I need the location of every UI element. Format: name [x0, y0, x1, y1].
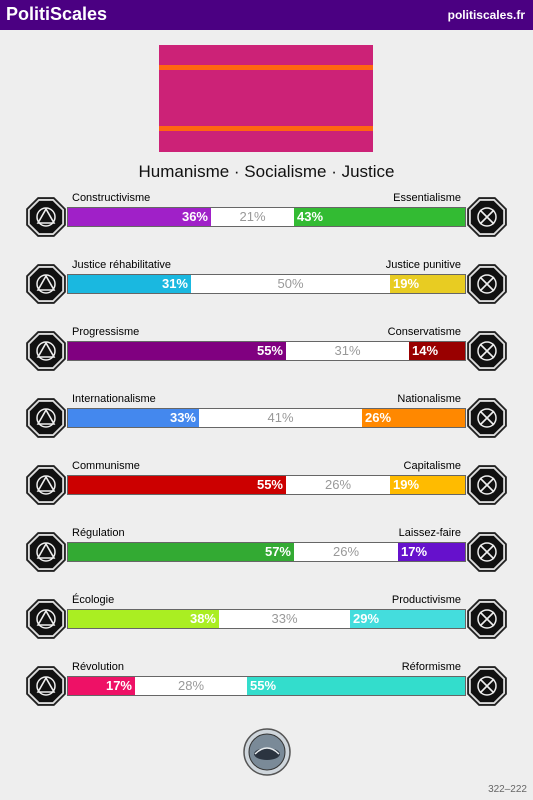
axis-right-label: Réformisme — [401, 661, 461, 673]
factory-icon — [467, 599, 507, 639]
axis-left-segment: 33% — [68, 409, 199, 427]
axis-middle-segment: 41% — [267, 410, 294, 425]
axis-bar: 31% 50% 19% — [67, 274, 466, 294]
axis-right-segment: 14% — [409, 342, 465, 360]
axis-right-label: Conservatisme — [387, 326, 461, 338]
axis-middle-segment: 50% — [277, 276, 304, 291]
result-code: 322–222 — [488, 784, 527, 795]
axis-left-label: Régulation — [72, 527, 125, 539]
axis-right-label: Justice punitive — [385, 259, 461, 271]
flag-icon — [467, 398, 507, 438]
axis-row: Justice réhabilitative Justice punitive 31… — [0, 259, 533, 314]
axis-left-label: Justice réhabilitative — [72, 259, 172, 271]
brand-title[interactable]: PolitiScales — [6, 4, 108, 24]
axis-middle-segment: 21% — [239, 209, 266, 224]
axis-middle-segment: 28% — [177, 678, 205, 693]
axis-row: Révolution Réformisme 17% 28% 55% — [0, 661, 533, 716]
axis-right-segment: 29% — [350, 610, 465, 628]
axis-bar: 55% 31% 14% — [67, 341, 466, 361]
axis-left-label: Révolution — [72, 661, 124, 673]
axis-left-label: Constructivisme — [72, 192, 151, 204]
reformism-icon — [467, 666, 507, 706]
axis-left-segment: 17% — [68, 677, 135, 695]
axis-bar: 33% 41% 26% — [67, 408, 466, 428]
axis-row: Internationalisme Nationalisme 33% 41% 26% — [0, 393, 533, 448]
axis-left-segment: 31% — [68, 275, 191, 293]
axis-bar: 17% 28% 55% — [67, 676, 466, 696]
site-link[interactable]: politiscales.fr — [447, 8, 525, 22]
axis-left-label: Communisme — [72, 460, 140, 472]
axis-middle-segment: 31% — [334, 343, 361, 358]
axis-bar: 38% 33% 29% — [67, 609, 466, 629]
axis-left-label: Progressisme — [72, 326, 140, 338]
globe-icon — [26, 398, 66, 438]
axis-right-segment: 19% — [390, 275, 465, 293]
conservatism-icon — [467, 331, 507, 371]
ecology-icon — [26, 599, 66, 639]
axis-left-label: Écologie — [72, 594, 115, 606]
axis-row: Régulation Laissez-faire 57% 26% 17% — [0, 527, 533, 582]
axis-middle-segment: 26% — [324, 477, 352, 492]
regulation-icon — [26, 532, 66, 572]
flag-stripe-top — [159, 65, 373, 70]
revolution-icon — [26, 666, 66, 706]
axis-bar: 55% 26% 19% — [67, 475, 466, 495]
axis-row: Constructivisme Essentialisme 36% 21% 43% — [0, 192, 533, 247]
axis-right-label: Laissez-faire — [398, 527, 461, 539]
axis-row: Progressisme Conservatisme 55% 31% 14% — [0, 326, 533, 381]
axis-right-segment: 55% — [247, 677, 465, 695]
axis-right-label: Capitalisme — [403, 460, 461, 472]
handshake-icon — [26, 264, 66, 304]
axis-bar: 57% 26% 17% — [67, 542, 466, 562]
axis-row: Écologie Productivisme 38% 33% 29% — [0, 594, 533, 649]
politiscales-seal-icon — [243, 728, 291, 776]
axis-row: Communisme Capitalisme 55% 26% 19% — [0, 460, 533, 515]
progress-icon — [26, 331, 66, 371]
constructivism-icon — [26, 197, 66, 237]
axis-right-label: Nationalisme — [397, 393, 461, 405]
axis-left-segment: 55% — [68, 476, 286, 494]
axis-right-segment: 17% — [398, 543, 465, 561]
butterfly-icon — [467, 532, 507, 572]
prison-bars-icon — [467, 264, 507, 304]
slogan: Humanisme · Socialisme · Justice — [138, 162, 395, 181]
axis-left-label: Internationalisme — [72, 393, 156, 405]
axis-left-segment: 55% — [68, 342, 286, 360]
result-flag — [159, 45, 373, 152]
flag-background — [159, 45, 373, 152]
header-bar: PolitiScales politiscales.fr — [0, 0, 533, 30]
axis-bar: 36% 21% 43% — [67, 207, 466, 227]
axis-right-segment: 19% — [390, 476, 465, 494]
axis-left-segment: 36% — [68, 208, 211, 226]
axis-right-label: Essentialisme — [393, 192, 461, 204]
axis-right-segment: 43% — [294, 208, 465, 226]
flag-stripe-bottom — [159, 126, 373, 131]
axis-left-segment: 57% — [68, 543, 294, 561]
money-bag-icon — [467, 465, 507, 505]
axis-right-segment: 26% — [362, 409, 465, 427]
hammer-sickle-icon — [26, 465, 66, 505]
essentialism-icon — [467, 197, 507, 237]
axis-right-label: Productivisme — [391, 594, 461, 606]
axis-middle-segment: 26% — [332, 544, 360, 559]
axis-left-segment: 38% — [68, 610, 219, 628]
axis-middle-segment: 33% — [271, 611, 298, 626]
